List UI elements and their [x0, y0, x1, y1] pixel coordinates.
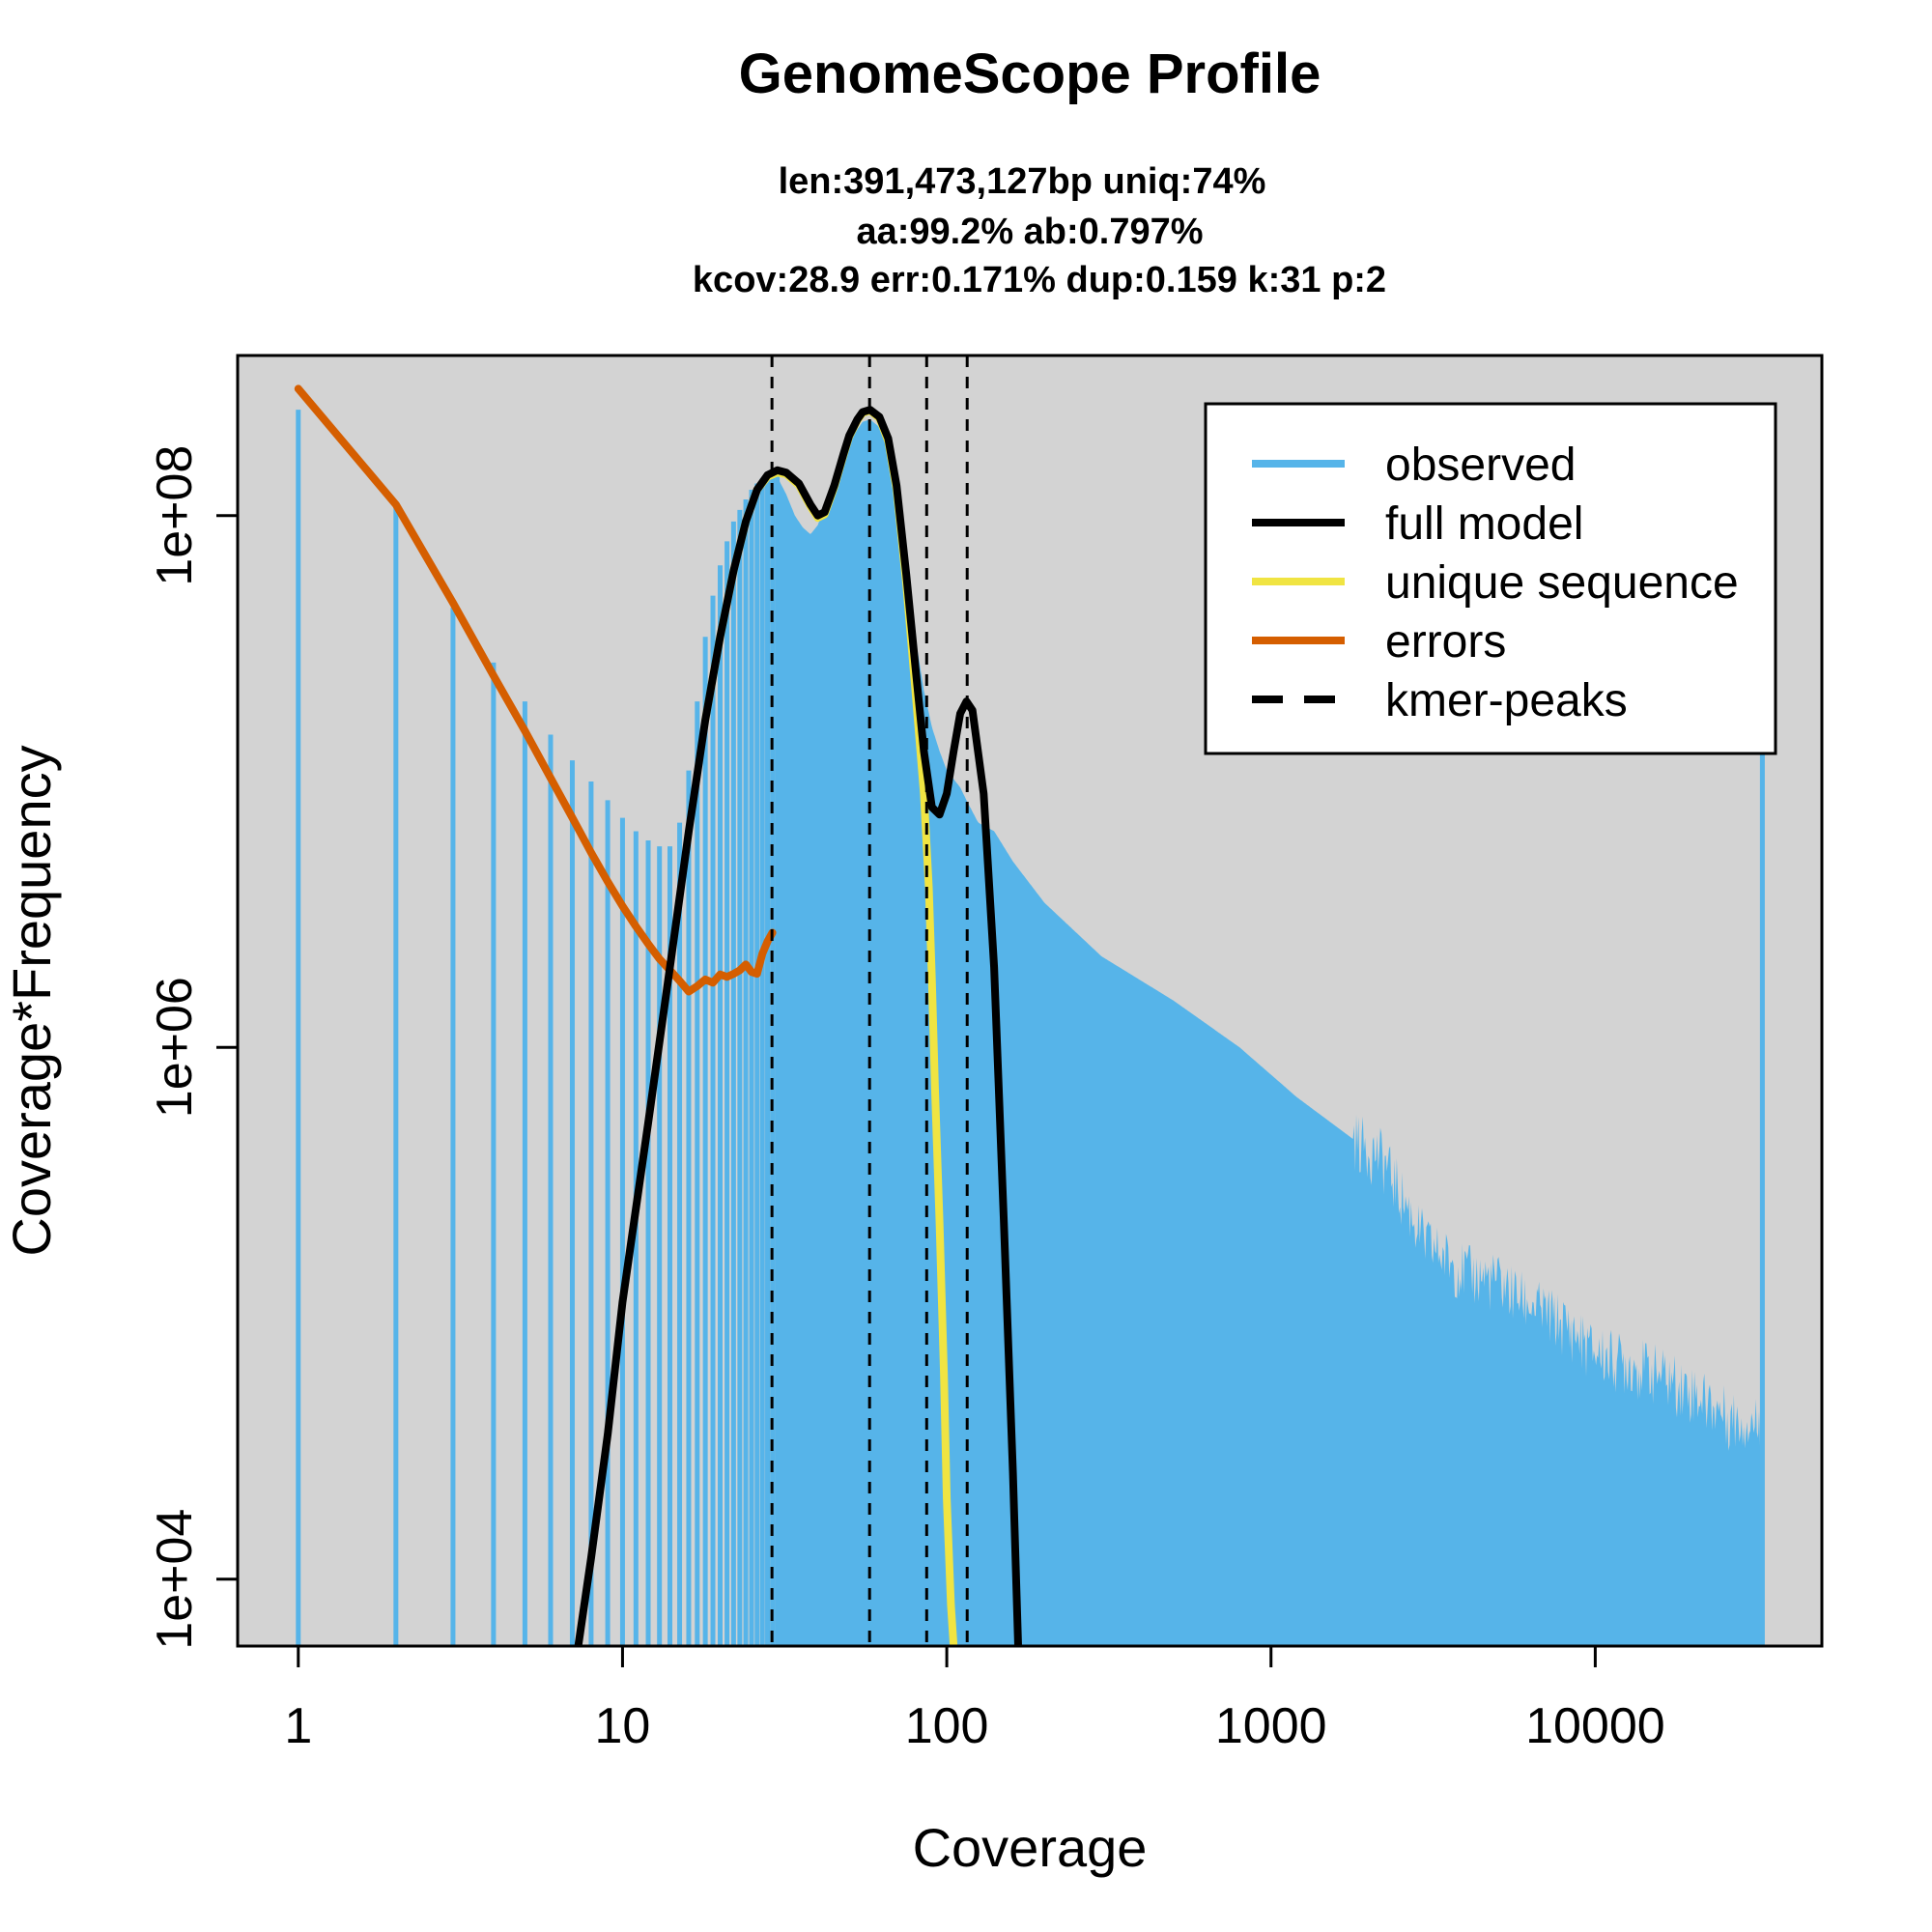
- full-model-curve: [574, 406, 1022, 1646]
- errors-curve-group: [294, 384, 777, 996]
- kmer-peaks-lines: [770, 355, 969, 1646]
- y-tick-label: 1e+08: [147, 445, 203, 586]
- legend-label: observed: [1385, 440, 1576, 491]
- errors-curve: [294, 384, 777, 996]
- chart-title: GenomeScope Profile: [739, 43, 1321, 105]
- x-axis-label: Coverage: [913, 1817, 1148, 1878]
- full-model-curve-group: [574, 406, 1022, 1646]
- chart-subtitle-line-2: aa:99.2% ab:0.797%: [856, 212, 1203, 252]
- x-tick-label: 1: [284, 1698, 312, 1754]
- y-tick-label: 1e+04: [147, 1509, 203, 1650]
- y-axis-label: Coverage*Frequency: [1, 745, 62, 1256]
- chart-subtitle-line-1: len:391,473,127bp uniq:74%: [779, 161, 1266, 202]
- legend-label: kmer-peaks: [1385, 675, 1628, 726]
- legend-label: unique sequence: [1385, 557, 1739, 609]
- x-tick-label: 100: [905, 1698, 989, 1754]
- observed-bars: [296, 410, 781, 1646]
- y-axis: 1e+04 1e+06 1e+08: [147, 445, 240, 1650]
- x-tick-label: 1000: [1215, 1698, 1327, 1754]
- legend-label: errors: [1385, 616, 1506, 668]
- legend-label: full model: [1385, 498, 1583, 550]
- y-tick-label: 1e+06: [147, 977, 203, 1118]
- x-tick-label: 10: [595, 1698, 651, 1754]
- x-tick-label: 10000: [1525, 1698, 1665, 1754]
- chart-subtitle-line-3: kcov:28.9 err:0.171% dup:0.159 k:31 p:2: [693, 260, 1386, 300]
- legend: observed full model unique sequence errors k…: [1204, 402, 1777, 755]
- x-axis: 1 10 100 1000 10000: [284, 1644, 1665, 1754]
- observed-area: [777, 419, 1763, 1646]
